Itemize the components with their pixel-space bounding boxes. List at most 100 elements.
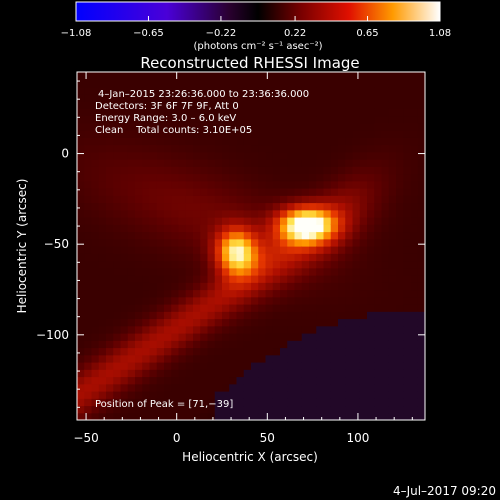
heatmap-cell bbox=[91, 282, 100, 291]
heatmap-cell bbox=[149, 253, 158, 262]
heatmap-cell bbox=[251, 101, 259, 109]
heatmap-cell bbox=[113, 340, 122, 349]
heatmap-cell bbox=[374, 108, 383, 117]
heatmap-cell bbox=[287, 188, 296, 196]
heatmap-cell bbox=[243, 253, 252, 262]
heatmap-cell bbox=[193, 246, 201, 254]
heatmap-cell bbox=[120, 79, 129, 88]
heatmap-cell bbox=[164, 369, 172, 378]
heatmap-cell bbox=[403, 253, 412, 262]
heatmap-cell bbox=[171, 253, 180, 262]
heatmap-cell bbox=[410, 108, 419, 117]
heatmap-cell bbox=[388, 282, 397, 291]
heatmap-cell bbox=[84, 130, 93, 138]
heatmap-cell bbox=[301, 202, 310, 211]
heatmap-cell bbox=[77, 354, 85, 363]
heatmap-cell bbox=[77, 289, 85, 298]
heatmap-cell bbox=[294, 217, 303, 225]
heatmap-cell bbox=[417, 231, 425, 240]
heatmap-cell bbox=[338, 282, 346, 291]
heatmap-cell bbox=[77, 376, 85, 385]
heatmap-cell bbox=[178, 398, 187, 407]
heatmap-cell bbox=[280, 231, 288, 240]
heatmap-cell bbox=[214, 253, 223, 262]
heatmap-cell bbox=[222, 267, 230, 276]
heatmap-cell bbox=[338, 224, 346, 233]
heatmap-cell bbox=[200, 72, 209, 80]
heatmap-cell bbox=[135, 238, 143, 247]
heatmap-cell bbox=[294, 137, 303, 146]
heatmap-cell bbox=[330, 362, 339, 370]
heatmap-cell bbox=[229, 383, 238, 392]
heatmap-cell bbox=[243, 231, 252, 240]
heatmap-cell bbox=[330, 72, 339, 80]
heatmap-cell bbox=[374, 311, 383, 320]
heatmap-cell bbox=[265, 151, 274, 160]
heatmap-cell bbox=[77, 188, 85, 196]
heatmap-cell bbox=[417, 246, 425, 254]
heatmap-cell bbox=[171, 325, 180, 334]
heatmap-cell bbox=[294, 101, 303, 109]
heatmap-cell bbox=[287, 108, 296, 117]
heatmap-cell bbox=[381, 202, 390, 211]
heatmap-cell bbox=[410, 72, 419, 80]
heatmap-cell bbox=[77, 260, 85, 269]
heatmap-cell bbox=[214, 188, 223, 196]
heatmap-cell bbox=[403, 412, 412, 420]
heatmap-cell bbox=[388, 391, 397, 399]
heatmap-cell bbox=[149, 202, 158, 211]
heatmap-cell bbox=[84, 115, 93, 124]
heatmap-cell bbox=[309, 246, 317, 254]
heatmap-cell bbox=[91, 289, 100, 298]
heatmap-cell bbox=[84, 224, 93, 233]
heatmap-cell bbox=[309, 173, 317, 182]
heatmap-cell bbox=[171, 231, 180, 240]
heatmap-cell bbox=[91, 115, 100, 124]
heatmap-cell bbox=[396, 296, 404, 305]
heatmap-cell bbox=[142, 412, 151, 420]
heatmap-cell bbox=[403, 144, 412, 153]
heatmap-cell bbox=[214, 405, 223, 414]
heatmap-cell bbox=[171, 166, 180, 175]
heatmap-cell bbox=[265, 86, 274, 95]
heatmap-cell bbox=[84, 340, 93, 349]
heatmap-cell bbox=[316, 159, 325, 167]
heatmap-cell bbox=[287, 289, 296, 298]
heatmap-cell bbox=[294, 398, 303, 407]
heatmap-cell bbox=[171, 282, 180, 291]
heatmap-cell bbox=[229, 246, 238, 254]
heatmap-cell bbox=[243, 318, 252, 327]
heatmap-cell bbox=[374, 72, 383, 80]
heatmap-cell bbox=[330, 86, 339, 95]
heatmap-cell bbox=[200, 383, 209, 392]
heatmap-cell bbox=[178, 296, 187, 305]
heatmap-cell bbox=[258, 311, 267, 320]
heatmap-cell bbox=[352, 217, 361, 225]
heatmap-cell bbox=[323, 101, 332, 109]
heatmap-cell bbox=[396, 166, 404, 175]
heatmap-cell bbox=[381, 180, 390, 189]
heatmap-cell bbox=[338, 238, 346, 247]
heatmap-cell bbox=[127, 86, 136, 95]
heatmap-cell bbox=[185, 398, 194, 407]
heatmap-cell bbox=[91, 209, 100, 218]
heatmap-cell bbox=[338, 231, 346, 240]
heatmap-cell bbox=[359, 282, 368, 291]
heatmap-cell bbox=[381, 151, 390, 160]
heatmap-cell bbox=[403, 130, 412, 138]
heatmap-cell bbox=[280, 267, 288, 276]
heatmap-cell bbox=[164, 122, 172, 131]
heatmap-cell bbox=[294, 224, 303, 233]
heatmap-cell bbox=[222, 101, 230, 109]
heatmap-cell bbox=[367, 79, 375, 88]
heatmap-cell bbox=[272, 412, 281, 420]
heatmap-cell bbox=[229, 151, 238, 160]
heatmap-cell bbox=[164, 246, 172, 254]
heatmap-cell bbox=[142, 362, 151, 370]
heatmap-cell bbox=[193, 325, 201, 334]
heatmap-cell bbox=[352, 405, 361, 414]
heatmap-cell bbox=[243, 115, 252, 124]
heatmap-cell bbox=[316, 354, 325, 363]
heatmap-cell bbox=[91, 137, 100, 146]
heatmap-cell bbox=[287, 412, 296, 420]
